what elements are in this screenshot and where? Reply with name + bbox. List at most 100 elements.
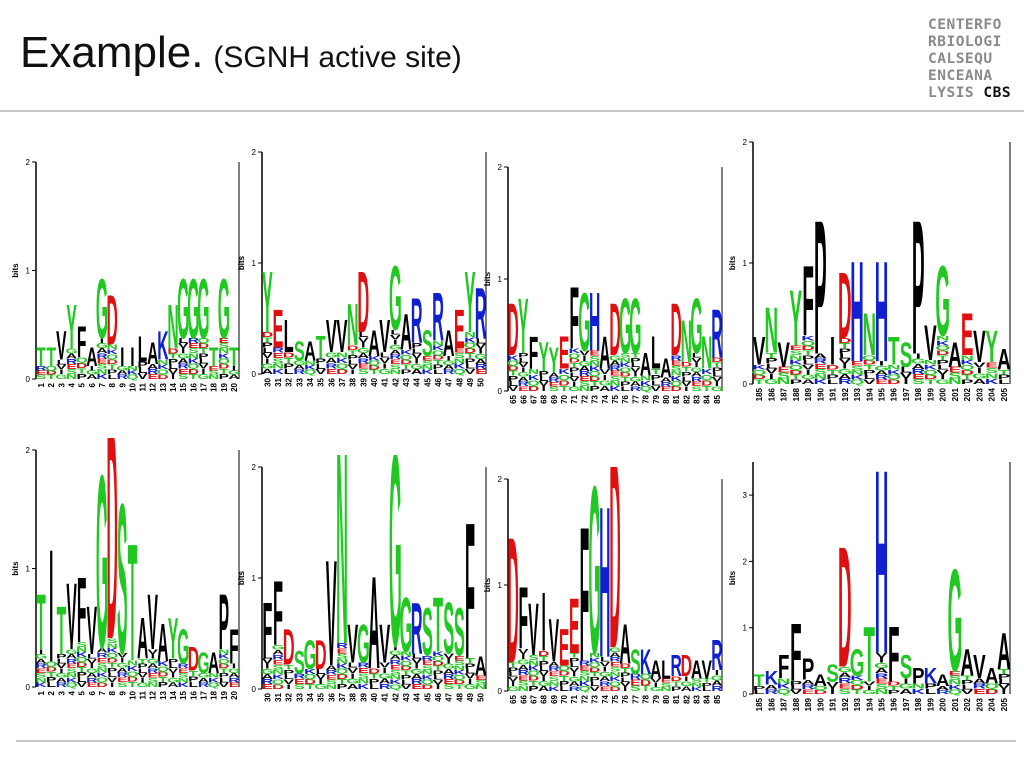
logo-minor-letter: G (228, 667, 240, 675)
logo-minor-letter: Q (76, 356, 88, 365)
logo-minor-letter: T (702, 384, 712, 393)
logo-minor-letter: A (443, 364, 455, 371)
x-tick-label: 47 (445, 377, 454, 386)
logo-minor-letter: D (960, 368, 974, 376)
logo-minor-letter: S (66, 667, 76, 675)
logo-minor-letter: G (147, 657, 159, 665)
x-tick-label: 196 (890, 387, 899, 401)
logo-minor-letter: N (127, 659, 138, 667)
logo-minor-letter: L (651, 379, 661, 388)
logo-minor-letter: Q (984, 683, 999, 691)
logo-minor-letter: G (197, 672, 209, 680)
logo-minor-letter: S (178, 373, 188, 381)
logo-top-letter: V (326, 529, 337, 698)
logo-top-letter: K (640, 642, 652, 682)
logo-minor-letter: Q (368, 360, 381, 367)
logo-minor-letter: S (107, 637, 117, 645)
logo-minor-letter: N (814, 373, 828, 381)
logo-minor-letter: G (167, 676, 179, 684)
logo-top-letter: T (128, 510, 138, 697)
logo-svg: 0123bitsLPT185RAK186QKNF187VLPF188ERAP18… (728, 450, 1011, 711)
x-tick-label: 7 (98, 382, 107, 387)
logo-minor-letter: G (874, 364, 889, 371)
logo-minor-letter: K (589, 656, 601, 664)
logo-minor-letter: V (219, 681, 229, 689)
logo-minor-letter: A (609, 651, 621, 659)
logo-minor-letter: I (478, 348, 483, 356)
logo-minor-letter: E (390, 358, 401, 366)
logo-minor-letter: P (924, 683, 937, 691)
logo-top-letter: D (609, 289, 620, 372)
logo-minor-letter: L (590, 680, 600, 688)
x-tick-label: 83 (693, 694, 702, 703)
logo-minor-letter: G (65, 347, 77, 355)
logo-minor-letter: D (76, 661, 88, 669)
logo-minor-letter: D (218, 362, 230, 370)
logo-minor-letter: I (769, 373, 774, 381)
logo-minor-letter: R (801, 683, 815, 691)
logo-minor-letter: G (261, 668, 274, 676)
logo-minor-letter: R (911, 368, 925, 376)
logo-top-letter: A (997, 343, 1011, 377)
logo-minor-letter: N (528, 659, 539, 667)
logo-minor-letter: P (651, 373, 661, 382)
x-tick-label: 42 (391, 692, 400, 701)
logo-minor-letter: I (350, 671, 355, 680)
logo-minor-letter: K (609, 675, 621, 683)
logo-top-letter: D (283, 619, 295, 675)
logo-minor-letter: N (325, 683, 337, 690)
logo-minor-letter: Q (106, 353, 118, 361)
logo-minor-letter: V (538, 380, 548, 388)
logo-top-letter: S (422, 324, 433, 365)
logo-minor-letter: L (998, 378, 1010, 386)
logo-minor-letter: A (711, 679, 723, 687)
logo-svg: 012bitsTDQKV185GIVLPTN186NSEV187PTDQKNSE… (728, 138, 1011, 401)
logo-minor-letter: E (475, 368, 486, 376)
logo-minor-letter: G (357, 347, 370, 355)
logo-minor-letter: S (912, 378, 925, 386)
logo-minor-letter: S (528, 654, 538, 662)
logo-minor-letter: R (421, 655, 433, 662)
logo-minor-letter: I (715, 380, 719, 388)
logo-minor-letter: L (508, 379, 518, 387)
logo-minor-letter: R (411, 678, 423, 686)
logo-minor-letter: K (985, 378, 999, 386)
logo-minor-letter: Q (935, 344, 950, 352)
logo-minor-letter: P (347, 354, 358, 361)
logo-top-letter: I (541, 576, 545, 669)
x-tick-label: 40 (370, 692, 379, 701)
logo-minor-letter: I (382, 361, 387, 370)
logo-minor-letter: I (436, 683, 441, 690)
x-tick-label: 49 (466, 692, 475, 701)
logo-minor-letter: A (117, 666, 129, 674)
logo-top-letter: F (529, 328, 539, 379)
logo-minor-letter: L (465, 667, 475, 675)
logo-top-letter: G (389, 455, 402, 704)
logo-minor-letter: A (96, 646, 108, 654)
logo-minor-letter: P (433, 669, 444, 676)
logo-minor-letter: I (1001, 688, 1006, 696)
logo-minor-letter: E (97, 357, 107, 365)
logo-top-letter: V (777, 336, 790, 375)
logo-minor-letter: A (293, 364, 305, 371)
logo-minor-letter: D (640, 678, 651, 687)
logo-minor-letter: N (777, 677, 791, 685)
logo-minor-letter: R (325, 361, 337, 370)
logo-minor-letter: K (850, 674, 865, 681)
logo-minor-letter: K (453, 669, 465, 676)
logo-top-letter: D (106, 438, 117, 704)
logo-top-letter: V (924, 316, 937, 372)
logo-minor-letter: S (661, 681, 672, 688)
logo-top-letter: V (87, 592, 97, 669)
logo-minor-letter: A (389, 654, 401, 662)
x-tick-label: 70 (560, 394, 569, 403)
logo-minor-letter: V (168, 368, 178, 376)
logo-minor-letter: V (839, 358, 852, 366)
logo-minor-letter: G (378, 671, 391, 680)
logo-minor-letter: L (925, 688, 937, 696)
logo-top-letter: G (177, 260, 189, 356)
logo-minor-letter: L (168, 363, 178, 371)
logo-minor-letter: L (219, 676, 229, 684)
logo-minor-letter: R (389, 353, 401, 361)
x-tick-label: 67 (529, 394, 538, 403)
